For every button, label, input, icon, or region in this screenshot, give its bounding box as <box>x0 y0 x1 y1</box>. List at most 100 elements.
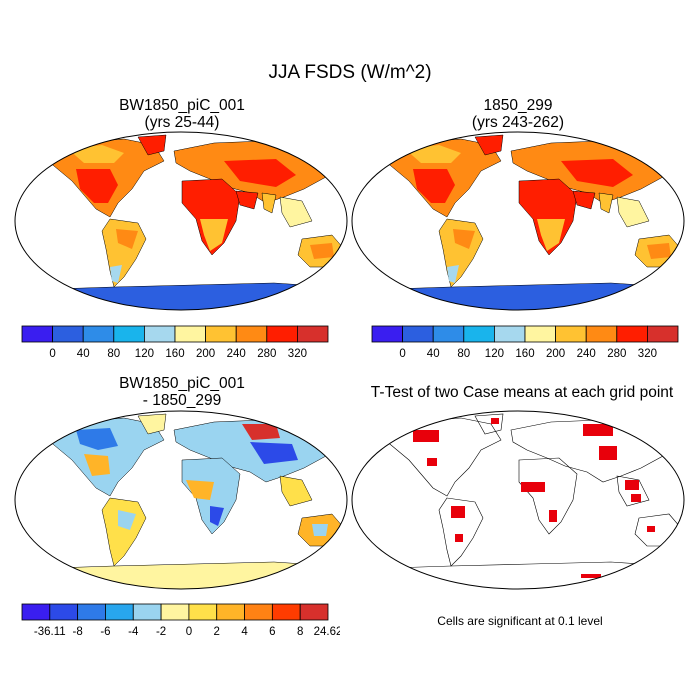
region-na-neg <box>76 428 118 450</box>
panel2-title-line2: (yrs 243-262) <box>471 114 565 131</box>
region-sa-core <box>453 229 475 249</box>
map-border <box>14 410 348 590</box>
colorbar-tick-label: 200 <box>196 348 215 360</box>
colorbar-swatch <box>616 325 648 343</box>
map-border <box>351 410 685 590</box>
region-africa-neg <box>210 506 224 526</box>
region-na-core <box>76 169 118 203</box>
region-arabia <box>572 190 596 210</box>
continent-antarctica <box>352 282 684 310</box>
colorbar-tick-label: 160 <box>515 348 534 360</box>
continent-south-america <box>438 218 484 288</box>
continent-africa <box>181 457 241 535</box>
continent-south-america <box>101 218 147 288</box>
colorbar-tick-label: 200 <box>546 348 565 360</box>
colorbar-tick-label: 0 <box>186 626 192 638</box>
colorbar-swatch <box>188 603 218 621</box>
colorbar-swatch <box>235 325 268 343</box>
colorbar-tick-label: 40 <box>427 348 440 360</box>
region-sa-south <box>447 265 459 283</box>
colorbar-tick-label: 240 <box>577 348 596 360</box>
colorbar-panel1: 0 40 80 120 160 200 240 280 320 <box>21 325 329 360</box>
coast-greenland <box>474 413 504 435</box>
sig-cell <box>413 430 439 442</box>
colorbar-swatch <box>555 325 587 343</box>
colorbar-swatch <box>271 603 301 621</box>
region-australia-core <box>310 243 334 259</box>
continent-greenland <box>137 134 167 156</box>
colorbar-tick-label: 8 <box>297 626 303 638</box>
colorbar-panel2: 0 40 80 120 160 200 240 280 320 <box>371 325 679 360</box>
colorbar-swatch <box>432 325 465 343</box>
sig-cell <box>491 418 499 424</box>
sig-cell <box>647 526 655 532</box>
colorbar-swatch <box>82 325 115 343</box>
panel3-title-line2: - 1850_299 <box>142 392 222 409</box>
colorbar-swatch <box>402 325 434 343</box>
colorbar-tick-label: 280 <box>257 348 276 360</box>
colorbar-tick-label: 240 <box>227 348 246 360</box>
colorbar-swatch <box>244 603 273 621</box>
continent-antarctica <box>15 561 347 589</box>
colorbar-tick-label: -6 <box>100 626 110 638</box>
colorbar-tick-label: 80 <box>107 348 120 360</box>
sig-cell <box>451 506 465 518</box>
colorbar-tick-label: 4 <box>241 626 248 638</box>
region-africa-south <box>537 219 565 251</box>
region-se-asia <box>279 196 313 228</box>
colorbar-tick-label: 0 <box>399 348 405 360</box>
continent-greenland <box>474 134 504 156</box>
colorbar-swatch <box>132 603 162 621</box>
colorbar-tick-label: 120 <box>485 348 504 360</box>
continent-africa <box>518 178 578 256</box>
region-sa-south <box>110 265 122 283</box>
region-asia-core <box>561 159 633 187</box>
continent-africa <box>181 178 241 256</box>
region-sa-neg <box>118 510 136 530</box>
colorbar-swatch <box>216 603 245 621</box>
map-panel1 <box>14 131 348 311</box>
colorbar-tick-label: 280 <box>607 348 626 360</box>
colorbar-swatch <box>52 325 84 343</box>
sig-cell <box>581 574 601 578</box>
colorbar-swatch <box>524 325 557 343</box>
colorbar-tick-label: 24.62 <box>314 626 340 638</box>
region-australia-neg <box>312 524 328 536</box>
sig-cell <box>625 480 639 490</box>
colorbar-swatch <box>493 325 526 343</box>
colorbar-swatch <box>77 603 106 621</box>
colorbar-swatch <box>21 603 51 621</box>
colorbar-tick-label: -36.11 <box>34 626 66 638</box>
colorbar-swatch <box>105 603 134 621</box>
region-australia-core <box>647 243 671 259</box>
colorbar-swatch <box>296 325 329 343</box>
region-se-asia <box>616 196 650 228</box>
significance-note: Cells are significant at 0.1 level <box>437 614 603 628</box>
colorbar-tick-label: 6 <box>269 626 275 638</box>
panel1-title-line2: (yrs 25-44) <box>144 114 220 131</box>
colorbar-tick-label: -8 <box>73 626 83 638</box>
coast-africa <box>518 457 578 535</box>
colorbar-swatch <box>49 603 79 621</box>
sig-cell <box>599 446 617 460</box>
region-india <box>261 192 277 214</box>
panel2-title: 1850_299 (yrs 243-262) <box>353 97 683 131</box>
map-panel2 <box>351 131 685 311</box>
map-border <box>351 131 685 311</box>
colorbar-swatch <box>299 603 329 621</box>
colorbar-swatch <box>174 325 207 343</box>
colorbar-swatch <box>463 325 495 343</box>
colorbar-swatch <box>143 325 176 343</box>
region-africa-south <box>200 219 228 251</box>
region-asia-neg <box>250 442 298 464</box>
colorbar-swatch <box>205 325 237 343</box>
colorbar-tick-label: -2 <box>156 626 166 638</box>
panel1-title: BW1850_piC_001 (yrs 25-44) <box>17 97 347 131</box>
coast-south-america <box>438 497 484 567</box>
coast-se-asia <box>616 475 650 507</box>
colorbar-tick-label: 0 <box>49 348 55 360</box>
significant-cells <box>413 418 655 578</box>
region-na-core <box>413 169 455 203</box>
region-india <box>598 192 614 214</box>
colorbar-tick-label: 160 <box>165 348 184 360</box>
